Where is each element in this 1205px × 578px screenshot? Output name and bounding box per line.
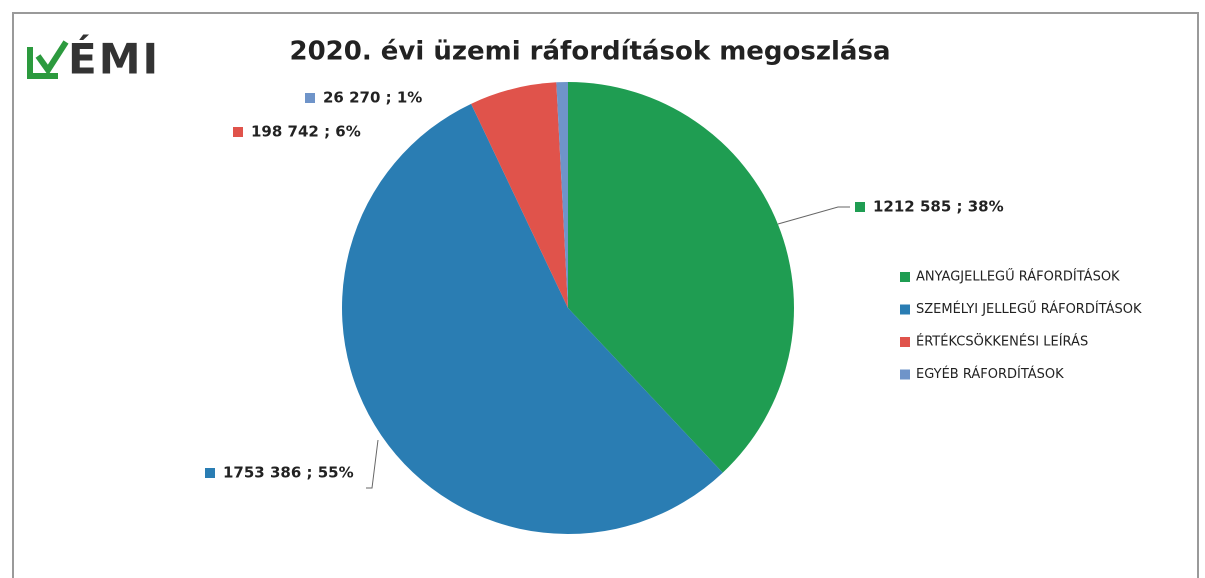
pie-slice	[471, 82, 568, 309]
leader-lines	[366, 206, 850, 489]
chart-frame	[12, 12, 1199, 578]
data-label: 1753 386 ; 55%	[223, 464, 354, 482]
label-swatch	[233, 127, 243, 137]
logo-check	[35, 40, 69, 76]
leader-line	[366, 439, 379, 489]
label-swatch	[305, 93, 315, 103]
data-label: 26 270 ; 1%	[323, 89, 422, 107]
pie-slice	[342, 103, 723, 534]
legend-swatch	[900, 304, 910, 315]
legend-label: SZEMÉLYI JELLEGŰ RÁFORDÍTÁSOK	[916, 301, 1142, 317]
pie-slice	[556, 82, 568, 308]
data-label: 1212 585 ; 38%	[873, 198, 1004, 216]
legend-label: ANYAGJELLEGŰ RÁFORDÍTÁSOK	[916, 269, 1120, 285]
logo-text: ÉMI	[68, 34, 160, 84]
legend-label: ÉRTÉKCSÖKKENÉSI LEÍRÁS	[916, 333, 1088, 350]
label-swatch	[205, 468, 215, 478]
data-label: 198 742 ; 6%	[251, 123, 361, 141]
legend-label: EGYÉB RÁFORDÍTÁSOK	[916, 366, 1064, 382]
legend-swatch	[900, 369, 910, 380]
logo-mark	[27, 40, 69, 79]
logo-box	[27, 47, 58, 79]
label-swatch	[855, 202, 865, 212]
chart-title: 2020. évi üzemi ráfordítások megoszlása	[290, 37, 891, 67]
legend-swatch	[900, 272, 910, 282]
leader-line	[777, 206, 850, 225]
pie-slice	[568, 82, 794, 473]
legend-swatch	[900, 337, 910, 347]
